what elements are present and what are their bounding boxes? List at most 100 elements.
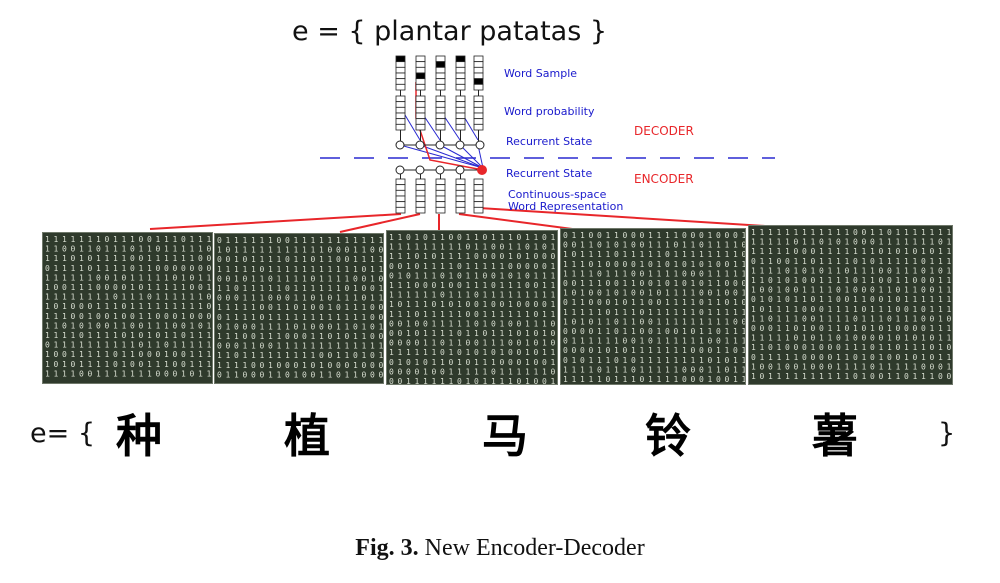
binary-digit: 1: [96, 350, 101, 359]
binary-digit: 1: [500, 329, 505, 338]
binary-digit: 1: [156, 254, 161, 263]
binary-digit: 0: [96, 312, 101, 321]
binary-digit: 1: [751, 343, 756, 352]
binary-digit: 0: [181, 235, 186, 244]
binary-digit: 1: [794, 372, 799, 381]
binary-digit: 0: [870, 257, 875, 266]
binary-digit: 0: [389, 319, 394, 328]
binary-digit: 1: [733, 269, 738, 278]
binary-digit: 0: [268, 342, 273, 351]
binary-digit: 0: [563, 298, 568, 307]
binary-digit: 1: [345, 351, 350, 360]
binary-digit: 1: [648, 231, 653, 240]
binary-digit: 1: [181, 312, 186, 321]
binary-digit: 1: [760, 343, 765, 352]
binary-digit: 0: [640, 269, 645, 278]
binary-digit: 0: [370, 303, 375, 312]
binary-digit: 1: [862, 266, 867, 275]
binary-digit: 0: [534, 300, 539, 309]
binary-digit: 1: [887, 247, 892, 256]
binary-digit: 1: [164, 254, 169, 263]
binary-digit: 1: [733, 356, 738, 365]
binary-digit: 1: [921, 238, 926, 247]
binary-digit: 1: [156, 273, 161, 282]
binary-digit: 1: [198, 235, 203, 244]
binary-digit: 1: [406, 300, 411, 309]
binary-digit: 0: [277, 294, 282, 303]
binary-digit: 0: [828, 353, 833, 362]
binary-digit: 1: [483, 319, 488, 328]
binary-digit: 1: [440, 319, 445, 328]
binary-digit: 1: [794, 353, 799, 362]
binary-digit: 0: [896, 334, 901, 343]
binary-digit: 0: [379, 313, 384, 322]
binary-digit: 0: [802, 266, 807, 275]
binary-digit: 1: [708, 279, 713, 288]
binary-digit: 0: [674, 241, 679, 250]
binary-digit: 0: [913, 334, 918, 343]
binary-digit: 1: [760, 295, 765, 304]
binary-digit: 1: [277, 284, 282, 293]
binary-digit: 1: [589, 365, 594, 374]
binary-digit: 1: [139, 273, 144, 282]
label-recurrent-state-encoder: Recurrent State: [506, 167, 592, 180]
binary-digit: 1: [217, 361, 222, 370]
binary-digit: 1: [733, 241, 738, 250]
binary-digit: 1: [234, 370, 239, 379]
binary-digit: 0: [311, 255, 316, 264]
binary-digit: 1: [589, 279, 594, 288]
binary-digit: 0: [328, 322, 333, 331]
binary-digit: 1: [277, 342, 282, 351]
binary-digit: 1: [572, 308, 577, 317]
binary-digit: 1: [474, 367, 479, 376]
binary-digit: 1: [474, 271, 479, 280]
binary-digit: 0: [542, 262, 547, 271]
binary-digit: 1: [449, 310, 454, 319]
binary-digit: 1: [938, 286, 943, 295]
binary-digit: 0: [234, 294, 239, 303]
binary-digit: 1: [580, 231, 585, 240]
binary-digit: 1: [243, 351, 248, 360]
binary-digit: 0: [768, 276, 773, 285]
binary-digit: 1: [930, 372, 935, 381]
binary-digit: 1: [302, 322, 307, 331]
binary-digit: 0: [88, 369, 93, 378]
binary-digit: 1: [845, 343, 850, 352]
binary-digit: 1: [122, 350, 127, 359]
binary-digit: 0: [870, 334, 875, 343]
binary-digit: 1: [190, 360, 195, 369]
binary-digit: 1: [147, 360, 152, 369]
binary-digit: 0: [173, 321, 178, 330]
binary-digit: 1: [682, 308, 687, 317]
binary-digit: 1: [122, 245, 127, 254]
binary-digit: 0: [156, 312, 161, 321]
binary-digit: 1: [362, 255, 367, 264]
binary-digit: 1: [623, 241, 628, 250]
binary-digit: 1: [302, 284, 307, 293]
binary-digit: 0: [130, 312, 135, 321]
binary-digit: 1: [251, 303, 256, 312]
binary-digit: 1: [614, 269, 619, 278]
binary-digit: 0: [517, 262, 522, 271]
binary-digit: 1: [836, 257, 841, 266]
binary-digit: 1: [819, 276, 824, 285]
binary-digit: 1: [113, 273, 118, 282]
binary-digit: 0: [542, 358, 547, 367]
binary-digit: 1: [113, 302, 118, 311]
binary-digit: 1: [260, 294, 265, 303]
binary-digit: 1: [432, 310, 437, 319]
binary-digit: 0: [217, 322, 222, 331]
binary-digit: 0: [217, 274, 222, 283]
binary-digit: 1: [887, 257, 892, 266]
binary-digit: 0: [474, 319, 479, 328]
binary-digit: 0: [277, 236, 282, 245]
binary-digit: 1: [474, 262, 479, 271]
binary-digit: 0: [62, 350, 67, 359]
binary-digit: 1: [879, 362, 884, 371]
binary-digit: 1: [449, 377, 454, 385]
binary-digit: 0: [580, 356, 585, 365]
binary-digit: 1: [657, 317, 662, 326]
binary-digit: 1: [226, 313, 231, 322]
binary-digit: 0: [836, 238, 841, 247]
